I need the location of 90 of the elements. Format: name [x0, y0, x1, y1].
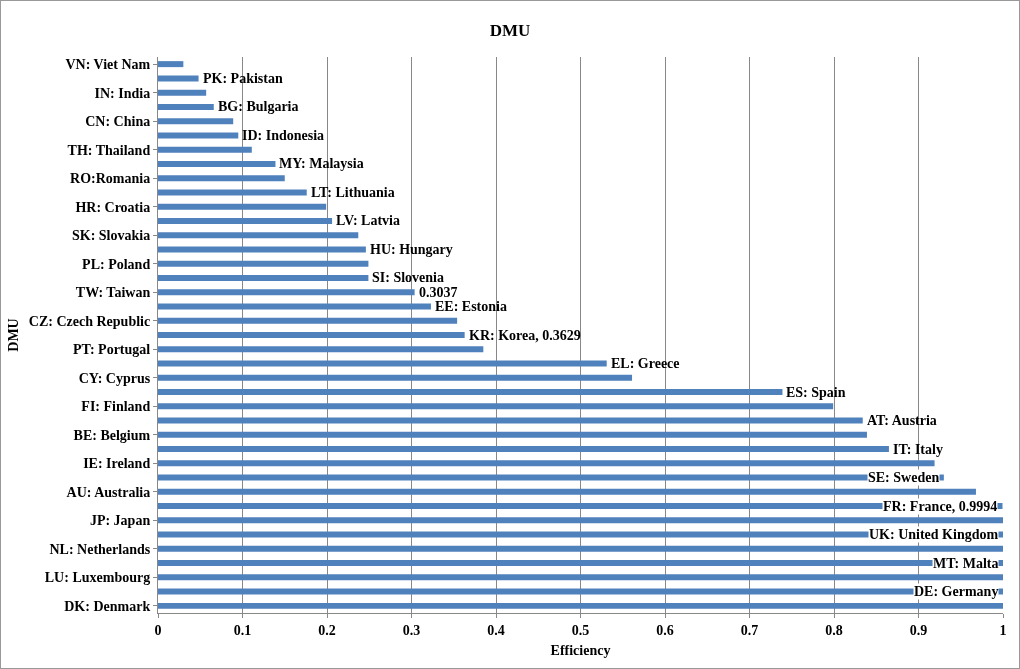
- bar: [158, 189, 307, 196]
- x-tick-label: 0.3: [402, 622, 421, 638]
- y-tick-label: TW: Taiwan: [75, 285, 151, 301]
- data-label: KR: Korea, 0.3629: [469, 328, 581, 343]
- bar: [158, 289, 415, 296]
- y-tick-label: BE: Belgium: [73, 427, 151, 443]
- data-label: LT: Lithuania: [311, 185, 395, 200]
- x-tick-label: 0.9: [909, 622, 928, 638]
- y-tick-label: LU: Luxembourg: [44, 570, 151, 586]
- data-label: FR: France, 0.9994: [883, 499, 998, 514]
- bar: [158, 545, 1003, 552]
- bar: [158, 260, 369, 267]
- data-label: MY: Malaysia: [279, 156, 364, 171]
- data-label: 0.3037: [419, 285, 458, 300]
- chart-title: DMU: [489, 21, 531, 41]
- y-axis-title: DMU: [6, 318, 22, 352]
- bar: [158, 374, 633, 381]
- bar: [158, 417, 863, 424]
- y-tick-label: NL: Netherlands: [49, 541, 151, 557]
- bar: [158, 346, 484, 353]
- x-tick-label: 0: [154, 622, 162, 638]
- y-tick-label: SK: Slovakia: [72, 228, 151, 244]
- bar: [158, 332, 465, 338]
- y-tick-label: CZ: Czech Republic: [28, 313, 151, 329]
- bar: [158, 232, 359, 239]
- y-tick-label: FI: Finland: [81, 399, 151, 415]
- x-tick-label: 0.6: [656, 622, 674, 638]
- y-tick-label: TH: Thailand: [67, 142, 151, 158]
- data-label: HU: Hungary: [370, 242, 453, 257]
- bar: [158, 488, 976, 495]
- data-label: ID: Indonesia: [242, 128, 325, 143]
- data-label: PK: Pakistan: [203, 71, 283, 86]
- data-label: EE: Estonia: [435, 299, 507, 314]
- data-label: EL: Greece: [611, 356, 680, 371]
- bar: [158, 175, 285, 182]
- data-label: DE: Germany: [914, 584, 999, 599]
- x-tick-label: 0.7: [740, 622, 759, 638]
- bar: [158, 403, 834, 410]
- bar: [158, 360, 607, 367]
- bar: [158, 103, 214, 110]
- bar: [158, 389, 783, 396]
- bar: [158, 446, 889, 453]
- y-tick-label: DK: Denmark: [64, 598, 151, 614]
- data-label: UK: United Kingdom: [869, 527, 999, 542]
- bar: [158, 203, 327, 210]
- bar: [158, 246, 366, 253]
- x-tick-label: 0.2: [318, 622, 336, 638]
- x-tick-label: 0.1: [233, 622, 252, 638]
- x-tick-label: 0.8: [825, 622, 843, 638]
- bar: [158, 560, 1003, 567]
- bar: [158, 132, 239, 139]
- bar: [158, 118, 234, 125]
- y-tick-label: PT: Portugal: [73, 342, 151, 358]
- y-tick-label: VN: Viet Nam: [65, 57, 151, 73]
- y-tick-label: AU: Australia: [66, 484, 151, 500]
- y-tick-label: IN: India: [94, 85, 151, 101]
- x-tick-label: 1: [999, 622, 1007, 638]
- y-tick-label: HR: Croatia: [75, 199, 151, 215]
- y-tick-label: RO:Romania: [70, 171, 151, 187]
- x-tick-label: 0.4: [487, 622, 505, 638]
- data-label: SI: Slovenia: [372, 270, 444, 285]
- bar: [158, 431, 867, 438]
- bar: [158, 217, 333, 224]
- y-tick-label: CY: Cyprus: [78, 370, 151, 386]
- data-label: AT: Austria: [867, 413, 937, 428]
- data-label: SE: Sweden: [868, 470, 940, 485]
- x-axis-title: Efficiency: [550, 643, 611, 659]
- bar: [158, 517, 1003, 524]
- bar: [158, 303, 431, 310]
- data-label: LV: Latvia: [336, 213, 400, 228]
- x-tick-label: 0.5: [571, 622, 590, 638]
- bar: [158, 460, 935, 467]
- bar: [158, 146, 252, 153]
- data-label: IT: Italy: [893, 442, 943, 457]
- y-tick-label: PL: Poland: [82, 256, 151, 272]
- bar: [158, 474, 944, 481]
- bar: [158, 317, 458, 324]
- y-tick-label: IE: Ireland: [83, 456, 151, 472]
- bar: [158, 89, 207, 96]
- y-tick-label: JP: Japan: [89, 513, 151, 529]
- data-label: BG: Bulgaria: [218, 99, 299, 114]
- bar: [158, 160, 276, 167]
- data-label: ES: Spain: [786, 385, 846, 400]
- bar: [158, 274, 369, 281]
- y-tick-label: CN: China: [85, 114, 151, 130]
- data-label: MT: Malta: [933, 556, 999, 571]
- bar: [158, 75, 199, 82]
- bar: [158, 61, 184, 68]
- bar: [158, 602, 1003, 609]
- bar: [158, 574, 1003, 581]
